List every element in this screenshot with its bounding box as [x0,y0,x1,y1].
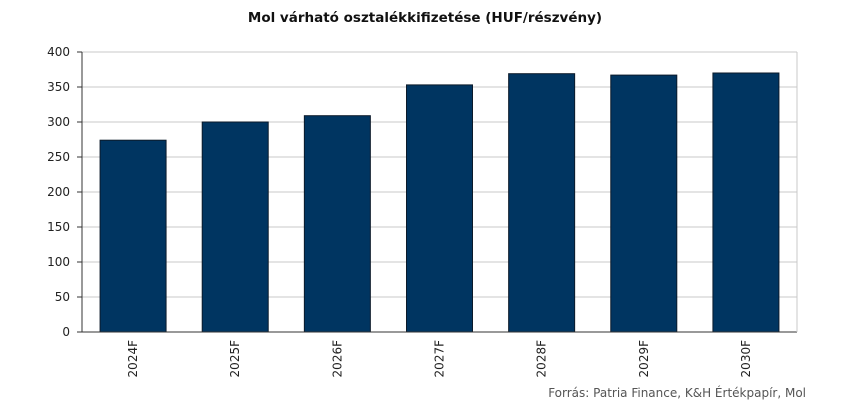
x-tick-label: 2030F [739,340,753,378]
x-tick-label: 2024F [126,340,140,378]
y-tick-label: 400 [47,45,70,59]
bar-2028F [508,73,576,333]
y-tick-label: 300 [47,115,70,129]
y-tick-label: 150 [47,220,70,234]
bar-2029F [610,74,678,333]
y-tick-label: 50 [55,290,70,304]
bar-2026F [303,115,371,333]
y-axis-tick-labels: 0 50 100 150 200 250 300 350 400 [47,45,70,339]
x-axis-tick-labels: 2024F 2025F 2026F 2027F 2028F 2029F 2030F [126,340,753,378]
axes [81,52,798,333]
chart-title: Mol várható osztalékkifizetése (HUF/rész… [247,10,603,26]
bars [99,72,780,333]
x-tick-label: 2026F [330,340,344,378]
x-tick-label: 2027F [433,340,447,378]
y-tick-label: 250 [47,150,70,164]
y-tick-label: 0 [62,325,70,339]
y-tick-label: 200 [47,185,70,199]
y-tick-label: 100 [47,255,70,269]
bar-2025F [201,121,269,333]
x-tick-label: 2029F [637,340,651,378]
bar-2030F [712,72,780,333]
bar-2027F [406,84,473,333]
bar-2024F [99,139,167,333]
x-tick-label: 2028F [535,340,549,378]
y-tick-label: 350 [47,80,70,94]
source-note: Forrás: Patria Finance, K&H Értékpapír, … [548,386,806,400]
x-tick-label: 2025F [228,340,242,378]
